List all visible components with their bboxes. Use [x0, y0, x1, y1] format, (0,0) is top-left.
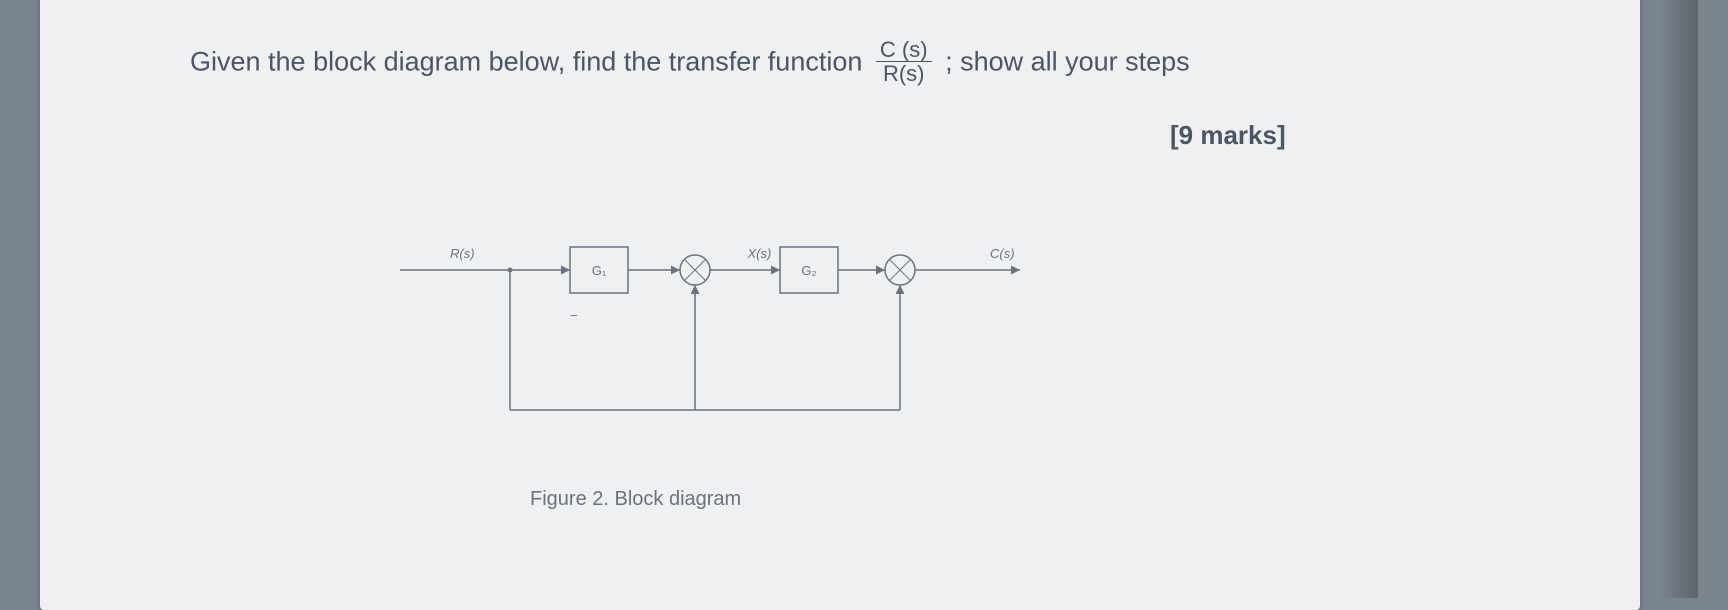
fraction-numerator: C (s): [876, 38, 932, 62]
fraction-denominator: R(s): [876, 62, 932, 85]
page-shadow: [1658, 0, 1698, 598]
question-text: Given the block diagram below, find the …: [190, 40, 1190, 87]
svg-text:−: −: [570, 308, 578, 323]
svg-text:G₂: G₂: [801, 263, 816, 278]
question-post: ; show all your steps: [945, 47, 1190, 77]
page: Given the block diagram below, find the …: [40, 0, 1640, 610]
svg-text:C(s): C(s): [990, 246, 1015, 261]
marks-label: [9 marks]: [1170, 120, 1286, 151]
svg-text:G₁: G₁: [592, 263, 607, 278]
question-pre: Given the block diagram below, find the …: [190, 47, 870, 77]
block-diagram: G₁ G₂ − R(s) X(s) C(s): [400, 230, 1100, 490]
transfer-fraction: C (s) R(s): [876, 38, 932, 85]
figure-caption: Figure 2. Block diagram: [530, 488, 741, 511]
svg-text:R(s): R(s): [450, 246, 475, 261]
svg-text:X(s): X(s): [747, 246, 772, 261]
diagram-svg: G₁ G₂ − R(s) X(s) C(s): [400, 230, 1100, 490]
